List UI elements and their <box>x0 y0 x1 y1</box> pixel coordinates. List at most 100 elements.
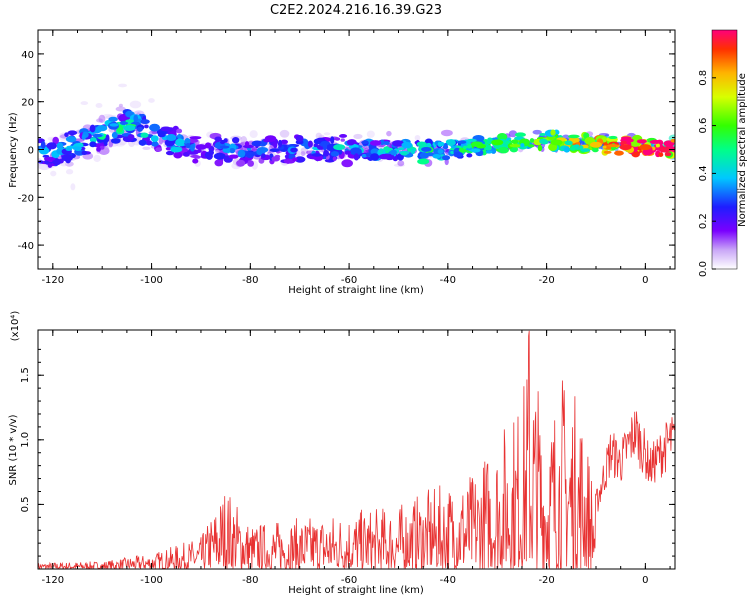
heatmap-cell <box>539 132 546 137</box>
heatmap-cell <box>322 142 328 151</box>
heatmap-cell <box>330 136 335 144</box>
heatmap-cell <box>273 140 278 149</box>
heatmap-cell <box>165 150 175 156</box>
colorbar-tick-label: 0.4 <box>698 165 709 181</box>
heatmap-cell <box>119 120 129 125</box>
heatmap-cell <box>416 141 427 147</box>
heatmap-cell <box>237 149 246 158</box>
heatmap-cell <box>177 133 182 140</box>
heatmap-cell <box>437 149 444 154</box>
heatmap-cell <box>204 151 210 158</box>
heatmap-cell <box>441 155 451 161</box>
heatmap-cell <box>89 137 97 143</box>
heatmap-peak <box>589 141 602 148</box>
snr-frame <box>37 329 676 570</box>
heatmap-cell <box>81 150 88 156</box>
heatmap-cell <box>573 144 580 149</box>
heatmap-cell <box>95 103 103 109</box>
heatmap-cell <box>279 129 290 138</box>
heatmap-cell <box>150 141 159 147</box>
heatmap-peak <box>619 144 632 151</box>
heatmap-cell <box>361 140 369 145</box>
heatmap-cell <box>443 142 448 150</box>
heatmap-cell <box>192 158 199 164</box>
heatmap-cell <box>573 137 580 143</box>
heatmap-cell <box>353 153 360 161</box>
heatmap-cell <box>361 153 367 158</box>
heatmap-cell <box>284 154 289 159</box>
colorbar-tick-label: 0.2 <box>698 213 709 229</box>
colorbar: 0.0 0.2 0.4 0.6 0.8 Normalized spectral ampl… <box>698 29 748 277</box>
heatmap-cell <box>271 156 280 162</box>
heatmap-cell <box>277 139 283 148</box>
heatmap-cell <box>164 139 175 147</box>
heatmap-cell <box>228 154 239 159</box>
heatmap-cell <box>38 146 50 155</box>
colorbar-tick-label: 0.0 <box>698 261 709 277</box>
heatmap-cell <box>649 139 661 144</box>
heatmap-cell <box>550 129 556 136</box>
heatmap-cell <box>204 142 212 149</box>
colorbar-tick-label: 0.6 <box>698 118 709 134</box>
heatmap-cell <box>508 130 518 138</box>
heatmap-cell <box>65 147 72 151</box>
heatmap-cell <box>323 132 331 136</box>
x-tick-label: -80 <box>242 275 258 286</box>
heatmap-cell <box>307 140 313 148</box>
heatmap-cell <box>46 142 57 150</box>
heatmap-cell <box>400 152 408 156</box>
heatmap-cell <box>383 141 390 146</box>
heatmap-cell <box>642 148 654 156</box>
heatmap-cell <box>620 136 632 140</box>
heatmap-cell <box>419 152 429 159</box>
heatmap-cell <box>392 140 404 147</box>
heatmap-cell <box>70 183 76 191</box>
heatmap-cell <box>110 137 121 144</box>
heatmap-cell <box>603 150 612 154</box>
heatmap-cell <box>208 150 214 156</box>
heatmap-cell <box>148 130 157 135</box>
heatmap-cell <box>511 139 519 144</box>
heatmap-cell <box>98 114 106 123</box>
heatmap-cell <box>189 136 202 140</box>
heatmap-cell <box>109 123 119 127</box>
heatmap-cell <box>457 140 467 144</box>
heatmap-cell <box>614 150 624 156</box>
heatmap-cell <box>47 163 53 168</box>
heatmap-cell <box>664 152 672 157</box>
snr-x-label: Height of straight line (km) <box>288 585 424 596</box>
heatmap-cell <box>261 153 266 158</box>
colorbar-ticks: 0.0 0.2 0.4 0.6 0.8 <box>698 70 716 277</box>
x-tick-label: -60 <box>341 575 357 586</box>
heatmap-cell <box>628 138 634 143</box>
heatmap-cell <box>520 143 525 148</box>
heatmap-cell <box>67 130 78 136</box>
heatmap-cell <box>140 119 150 125</box>
heatmap-cell <box>290 147 298 153</box>
x-tick-label: -80 <box>242 575 258 586</box>
heatmap-cell <box>52 158 62 166</box>
heatmap-cell <box>529 138 535 143</box>
heatmap-cell <box>102 145 109 152</box>
heatmap-cell <box>537 144 543 152</box>
heatmap-cell <box>115 106 126 112</box>
heatmap-cell <box>38 163 51 171</box>
x-tick-label: -100 <box>140 575 163 586</box>
heatmap-cell <box>446 139 456 147</box>
heatmap-cell <box>602 145 607 149</box>
heatmap-peak <box>170 146 183 153</box>
heatmap-cell <box>311 153 323 157</box>
snr-scale-label: (x10⁴) <box>10 311 21 342</box>
heatmap-peak <box>333 144 346 151</box>
heatmap-cell <box>136 126 143 132</box>
heatmap-cell <box>269 148 280 153</box>
heatmap-peak <box>550 139 563 146</box>
heatmap-cell <box>432 153 441 159</box>
y-tick-label: 1.5 <box>20 367 31 383</box>
heatmap-cell <box>498 146 509 154</box>
heatmap-cell <box>232 136 240 144</box>
heatmap-cell <box>175 138 185 147</box>
x-tick-label: 0 <box>642 575 648 586</box>
x-tick-label: -120 <box>41 575 64 586</box>
